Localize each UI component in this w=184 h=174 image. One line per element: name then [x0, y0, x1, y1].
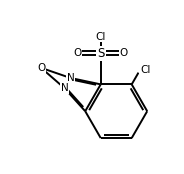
Text: O: O [37, 63, 45, 73]
Text: N: N [67, 73, 74, 83]
Text: S: S [97, 47, 104, 60]
Text: N: N [61, 83, 68, 93]
Text: O: O [120, 48, 128, 58]
Text: O: O [73, 48, 82, 58]
Text: Cl: Cl [140, 65, 150, 75]
Text: Cl: Cl [95, 32, 106, 42]
